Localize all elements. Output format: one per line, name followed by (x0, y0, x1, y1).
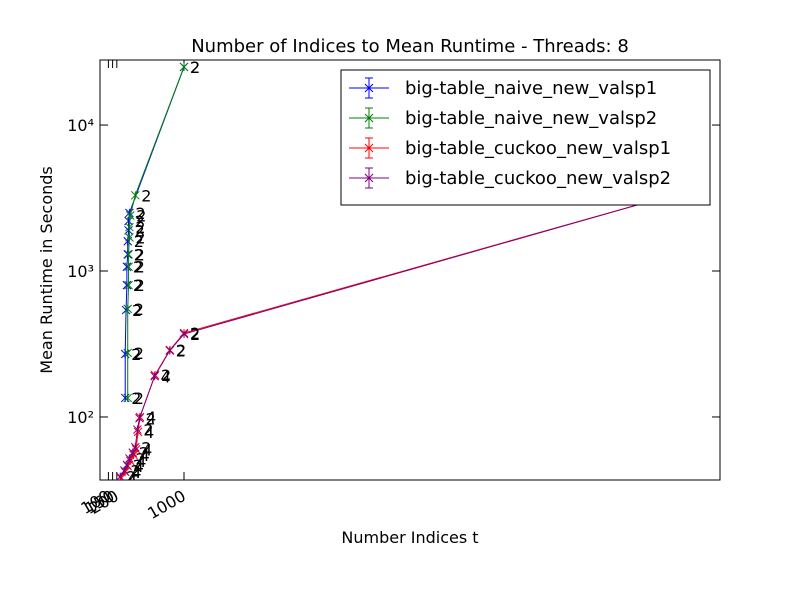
point-label: 4 (134, 457, 144, 476)
plot-frame (99, 59, 721, 481)
point-marker (130, 442, 140, 452)
point-label: 2 (141, 186, 151, 205)
legend-label: big-table_naive_new_valsp2 (405, 108, 657, 129)
point-label: 2 (135, 245, 145, 264)
x-tick-label: 1000 (144, 486, 189, 523)
point-label: 4 (131, 463, 141, 482)
legend-label: big-table_cuckoo_new_valsp2 (405, 168, 671, 189)
point-label: 2 (190, 324, 200, 343)
point-label: 2 (190, 58, 200, 77)
point-label: 2 (126, 468, 136, 487)
point-label: 2 (131, 389, 141, 408)
point-marker (124, 280, 133, 290)
point-label: 2 (133, 276, 143, 295)
y-tick-label: 10³ (67, 262, 94, 281)
point-label: 2 (139, 444, 149, 463)
point-label: 2 (135, 228, 145, 247)
point-marker (123, 348, 133, 358)
point-label: 2 (176, 341, 186, 360)
point-label: 4 (161, 367, 171, 386)
point-label: 2 (134, 245, 144, 264)
x-axis-label: Number Indices t (341, 528, 478, 547)
point-marker (135, 413, 144, 423)
point-label: 2 (176, 342, 186, 361)
point-label: 2 (134, 300, 144, 319)
point-label: 2 (131, 345, 141, 364)
legend-box (340, 69, 711, 206)
point-label: 2 (135, 276, 145, 295)
point-label: 2 (133, 456, 143, 475)
point-marker (123, 393, 133, 403)
point-label: 2 (161, 366, 171, 385)
point-marker (122, 262, 132, 272)
point-label: 2 (145, 409, 155, 428)
point-label: 2 (136, 207, 146, 226)
point-label: 2 (143, 421, 153, 440)
series-line (120, 189, 691, 479)
point-label: 4 (140, 446, 150, 465)
plot-area: 2222222222222222222222444444442222222222… (115, 58, 706, 488)
point-label: 2 (190, 325, 200, 344)
point-marker (150, 371, 159, 381)
point-label: 4 (127, 469, 137, 488)
legend-marker (364, 167, 374, 189)
point-label: 2 (135, 449, 145, 468)
legend-label: big-table_naive_new_valsp1 (405, 78, 657, 99)
y-tick-label: 10⁴ (67, 116, 94, 135)
point-marker (133, 425, 142, 434)
point-label: 4 (142, 440, 152, 459)
series-line (119, 189, 691, 477)
point-label: 2 (135, 258, 145, 277)
point-marker (122, 280, 132, 290)
y-axis-label: Mean Runtime in Seconds (37, 166, 56, 373)
point-marker (165, 346, 175, 355)
y-tick-label: 10² (67, 408, 94, 427)
point-label: 2 (134, 389, 144, 408)
point-label: 2 (133, 258, 143, 277)
point-label: 2 (134, 344, 144, 363)
chart-title: Number of Indices to Mean Runtime - Thre… (191, 36, 629, 57)
point-label: 2 (134, 232, 144, 251)
point-marker (125, 233, 134, 242)
point-label: 4 (144, 423, 154, 442)
point-label: 2 (132, 301, 142, 320)
point-label: 2 (190, 58, 200, 77)
point-label: 2 (135, 221, 145, 240)
legend-marker (364, 77, 374, 99)
point-label: 2 (135, 218, 145, 237)
point-marker (124, 250, 133, 259)
point-marker (130, 190, 140, 200)
legend-marker (364, 137, 374, 159)
point-marker (123, 250, 133, 259)
point-marker (124, 262, 133, 272)
point-marker (125, 222, 134, 232)
point-marker (123, 304, 133, 314)
point-marker (125, 211, 135, 220)
legend-label: big-table_cuckoo_new_valsp1 (405, 138, 671, 159)
point-label: 2 (135, 212, 145, 231)
point-label: 2 (135, 204, 145, 223)
point-label: 2 (130, 461, 140, 480)
point-label: 2 (141, 438, 151, 457)
point-label: 4 (146, 408, 156, 427)
point-marker (179, 329, 189, 339)
legend-marker (364, 107, 374, 129)
point-label: 4 (136, 452, 146, 471)
point-marker (179, 62, 189, 72)
